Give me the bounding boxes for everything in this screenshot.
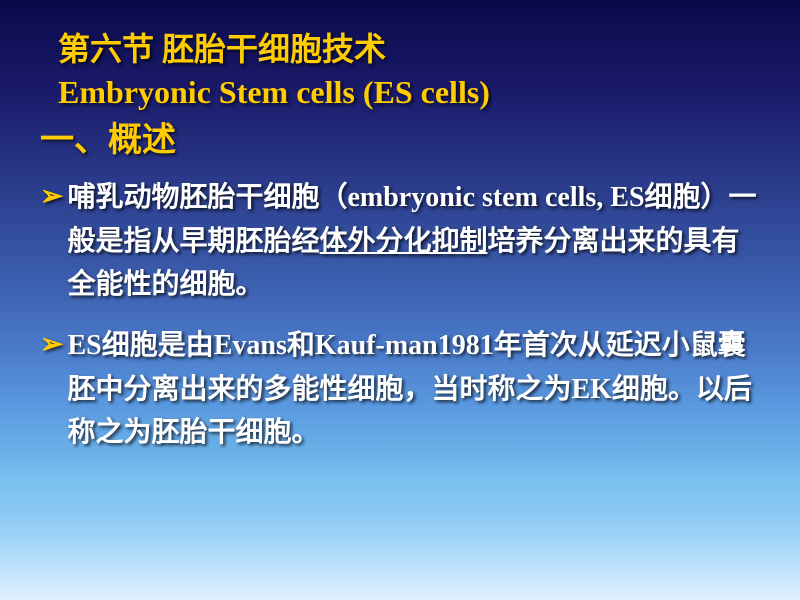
bullet-text: ES细胞是由Evans和Kauf-man1981年首次从延迟小鼠囊胚中分离出来的… — [67, 324, 760, 454]
slide: 第六节 胚胎干细胞技术 Embryonic Stem cells (ES cel… — [0, 0, 800, 600]
bullet-item: ➢ ES细胞是由Evans和Kauf-man1981年首次从延迟小鼠囊胚中分离出… — [40, 324, 760, 454]
title-line-1: 第六节 胚胎干细胞技术 — [58, 28, 760, 71]
bullet-list: ➢ 哺乳动物胚胎干细胞（embryonic stem cells, ES细胞）一… — [40, 176, 760, 454]
title-line-2: Embryonic Stem cells (ES cells) — [58, 71, 760, 114]
bullet-marker-icon: ➢ — [40, 324, 63, 366]
bullet-text: 哺乳动物胚胎干细胞（embryonic stem cells, ES细胞）一般是… — [67, 176, 760, 306]
bullet-text-pre: ES细胞是由Evans和Kauf-man1981年首次从延迟小鼠囊胚中分离出来的… — [67, 330, 751, 448]
bullet-marker-icon: ➢ — [40, 176, 63, 218]
bullet-text-underlined: 体外分化抑制 — [319, 226, 487, 257]
bullet-item: ➢ 哺乳动物胚胎干细胞（embryonic stem cells, ES细胞）一… — [40, 176, 760, 306]
section-heading: 一、概述 — [40, 118, 760, 164]
